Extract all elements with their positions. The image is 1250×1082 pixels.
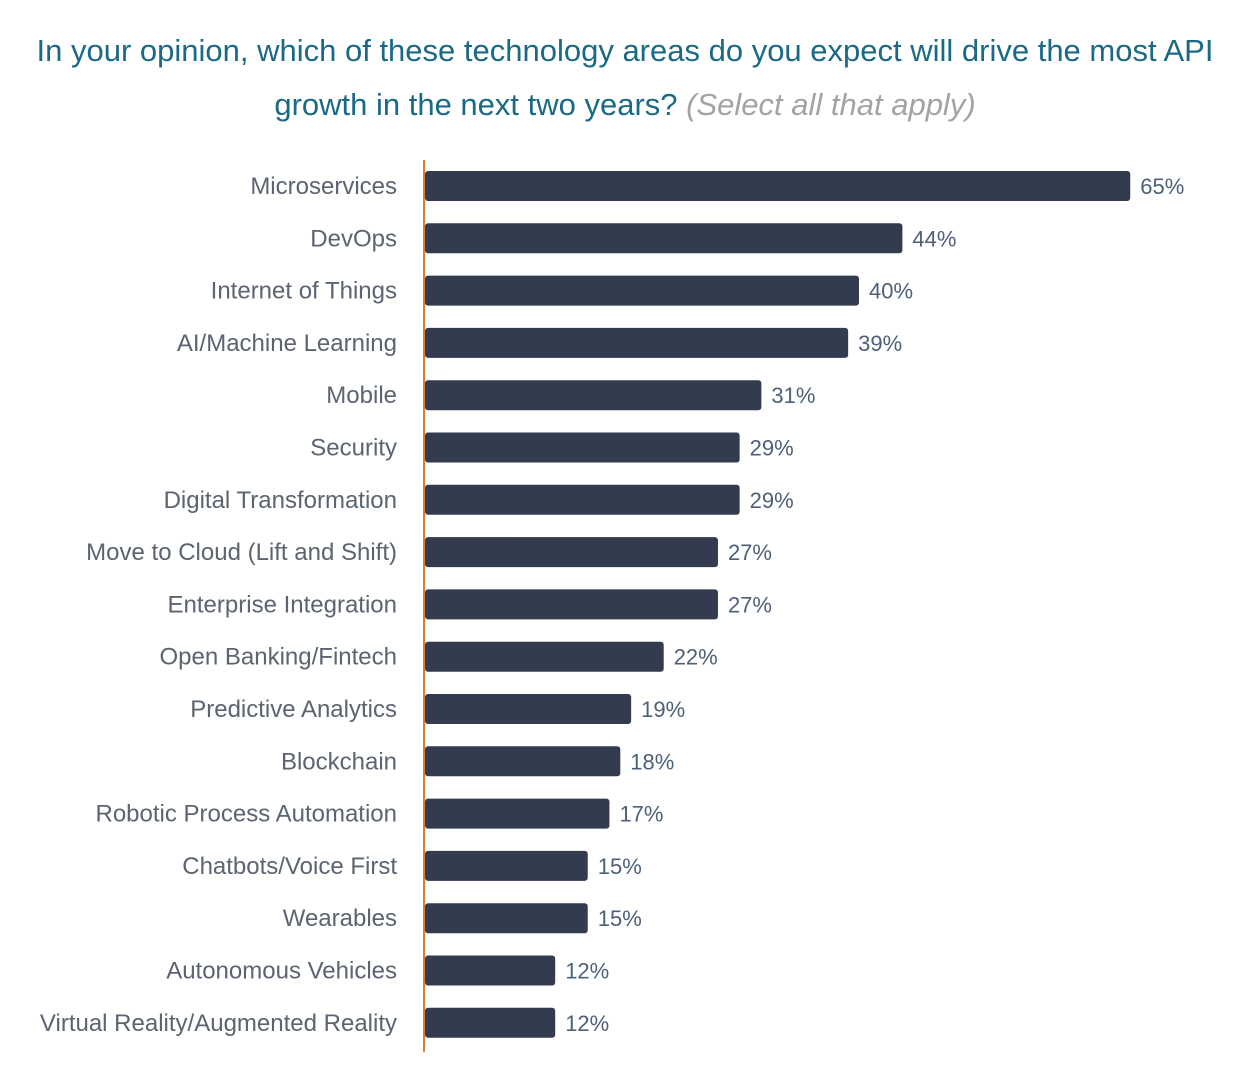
bar bbox=[425, 380, 762, 411]
category-label: DevOps bbox=[310, 225, 397, 252]
category-label: Blockchain bbox=[281, 748, 397, 775]
chart-title-main: In your opinion, which of these technolo… bbox=[36, 33, 1214, 122]
value-label: 65% bbox=[1140, 174, 1184, 199]
bar bbox=[425, 432, 740, 463]
value-label: 19% bbox=[641, 697, 685, 722]
category-label: Digital Transformation bbox=[164, 487, 397, 514]
bar bbox=[425, 537, 718, 568]
bar bbox=[425, 694, 632, 724]
bar bbox=[425, 903, 588, 934]
bar bbox=[425, 589, 718, 620]
bar bbox=[425, 484, 740, 515]
category-label: Autonomous Vehicles bbox=[166, 958, 397, 985]
bar bbox=[425, 171, 1131, 201]
value-label: 17% bbox=[619, 802, 663, 827]
value-label: 15% bbox=[598, 854, 642, 879]
value-label: 22% bbox=[674, 645, 718, 670]
chart-title: In your opinion, which of these technolo… bbox=[0, 24, 1250, 132]
value-label: 27% bbox=[728, 540, 772, 565]
category-label: Wearables bbox=[283, 905, 397, 932]
value-label: 29% bbox=[750, 436, 794, 461]
category-label: Enterprise Integration bbox=[168, 591, 397, 618]
bar bbox=[425, 955, 556, 986]
value-label: 12% bbox=[565, 1011, 609, 1036]
bar bbox=[425, 641, 664, 672]
category-label: Open Banking/Fintech bbox=[160, 644, 397, 671]
value-label: 15% bbox=[598, 906, 642, 931]
category-label: Robotic Process Automation bbox=[96, 801, 398, 828]
value-label: 12% bbox=[565, 959, 609, 984]
value-label: 44% bbox=[912, 226, 956, 251]
bar bbox=[425, 1007, 556, 1038]
value-label: 39% bbox=[858, 331, 902, 356]
value-label: 29% bbox=[750, 488, 794, 513]
category-label: Security bbox=[310, 435, 397, 462]
bar bbox=[425, 223, 903, 254]
value-label: 27% bbox=[728, 592, 772, 617]
category-label: Microservices bbox=[250, 173, 397, 200]
bar bbox=[425, 798, 610, 829]
bar bbox=[425, 275, 859, 306]
category-label: Predictive Analytics bbox=[190, 696, 397, 723]
value-label: 31% bbox=[771, 383, 815, 408]
bar bbox=[425, 850, 588, 881]
category-label: Virtual Reality/Augmented Reality bbox=[40, 1010, 397, 1037]
bar bbox=[425, 746, 621, 777]
chart-title-qualifier: (Select all that apply) bbox=[686, 87, 976, 122]
bar bbox=[425, 327, 849, 358]
value-label: 40% bbox=[869, 279, 913, 304]
category-label: Move to Cloud (Lift and Shift) bbox=[86, 539, 397, 566]
category-label: AI/Machine Learning bbox=[177, 330, 397, 357]
bars-group: Microservices 65% DevOps 44% Internet of Thi… bbox=[40, 171, 1184, 1038]
category-label: Internet of Things bbox=[211, 278, 397, 305]
category-label: Mobile bbox=[326, 382, 397, 409]
value-label: 18% bbox=[630, 749, 674, 774]
category-label: Chatbots/Voice First bbox=[182, 853, 397, 880]
